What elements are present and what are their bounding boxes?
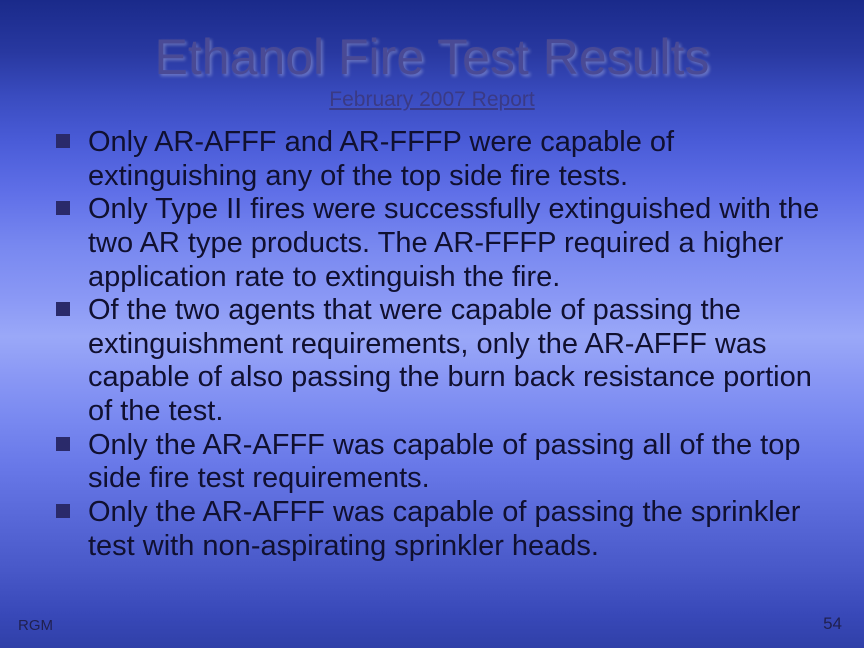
- square-bullet-icon: [56, 504, 70, 518]
- list-item: Only Type II fires were successfully ext…: [48, 193, 824, 294]
- bullet-text: Only the AR-AFFF was capable of passing …: [88, 429, 800, 495]
- bullet-text: Only the AR-AFFF was capable of passing …: [88, 496, 800, 562]
- list-item: Only the AR-AFFF was capable of passing …: [48, 496, 824, 563]
- bullet-text: Of the two agents that were capable of p…: [88, 294, 812, 427]
- square-bullet-icon: [56, 302, 70, 316]
- bullet-text: Only AR-AFFF and AR-FFFP were capable of…: [88, 126, 674, 192]
- presentation-slide: Ethanol Fire Test Results February 2007 …: [0, 0, 864, 648]
- slide-number: 54: [823, 614, 842, 634]
- square-bullet-icon: [56, 437, 70, 451]
- footer-author: RGM: [18, 617, 53, 634]
- bullet-list: Only AR-AFFF and AR-FFFP were capable of…: [40, 126, 824, 563]
- bullet-text: Only Type II fires were successfully ext…: [88, 193, 819, 292]
- square-bullet-icon: [56, 201, 70, 215]
- slide-subtitle: February 2007 Report: [40, 88, 824, 112]
- list-item: Of the two agents that were capable of p…: [48, 294, 824, 429]
- list-item: Only AR-AFFF and AR-FFFP were capable of…: [48, 126, 824, 193]
- square-bullet-icon: [56, 134, 70, 148]
- list-item: Only the AR-AFFF was capable of passing …: [48, 429, 824, 496]
- slide-title: Ethanol Fire Test Results: [40, 28, 824, 86]
